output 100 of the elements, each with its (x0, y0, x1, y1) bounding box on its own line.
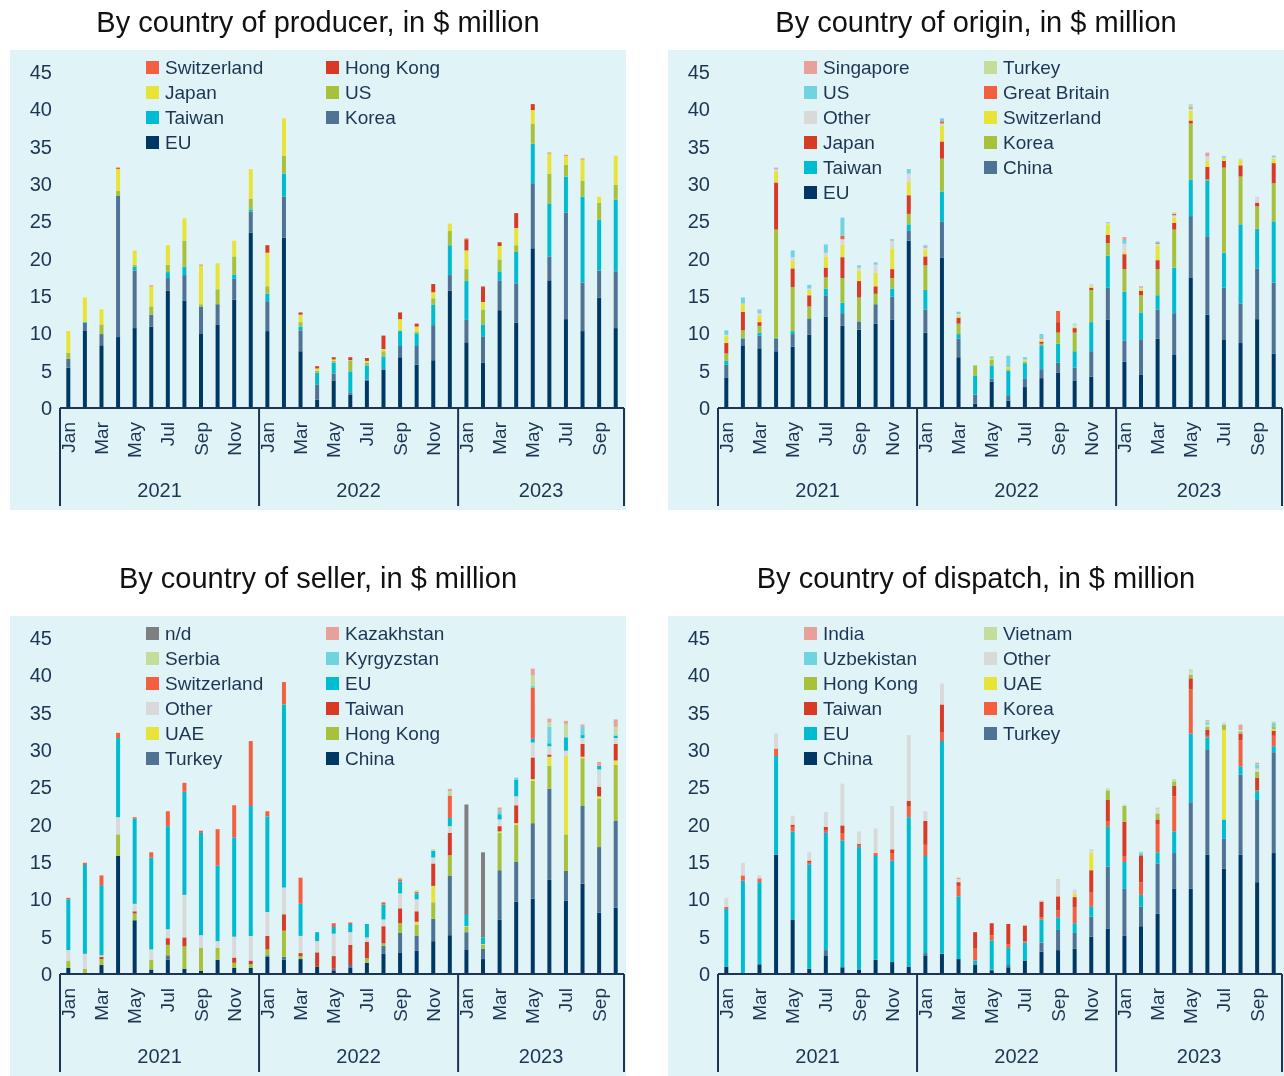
y-tick-label: 30 (687, 739, 710, 762)
y-tick-label: 45 (29, 627, 52, 650)
y-tick-label: 15 (687, 851, 710, 874)
x-tick-label: Mar (948, 421, 970, 455)
x-tick-label: Jul (157, 422, 179, 447)
x-tick-label: Mar (489, 987, 511, 1021)
chart-title: By country of producer, in $ million (95, 5, 541, 40)
text: 2022 (336, 479, 381, 501)
text: 2021 (795, 479, 840, 501)
x-tick-label: Jan (455, 422, 477, 453)
legend-label: Taiwan (823, 697, 883, 720)
legend-label: Hong Kong (823, 672, 919, 695)
x-tick-label: Jul (555, 988, 577, 1013)
y-tick-label: 35 (29, 135, 52, 158)
x-tick-label: May (323, 987, 345, 1024)
x-tick-label: Sep (190, 988, 212, 1022)
text: 2021 (137, 479, 182, 501)
y-tick-label: 25 (687, 776, 710, 799)
legend-label: Kyrgyzstan (345, 647, 439, 670)
chart-title: By country of origin, in $ million (774, 5, 1178, 40)
legend-label: Japan (165, 81, 217, 104)
x-tick-label: Nov (223, 987, 245, 1022)
y-tick-label: 0 (698, 963, 710, 986)
y-tick-label: 35 (29, 701, 52, 724)
x-tick-label: Jul (1213, 988, 1235, 1013)
x-tick-label: Jan (455, 988, 477, 1019)
x-tick-label: Jan (715, 988, 737, 1019)
x-tick-label: Sep (1246, 988, 1268, 1022)
chart-title: By country of dispatch, in $ million (755, 561, 1197, 596)
y-tick-label: 10 (29, 888, 52, 911)
legend-label: US (823, 81, 850, 104)
x-tick-label: May (522, 421, 544, 458)
x-tick-label: Sep (848, 422, 870, 456)
x-tick-label: Jan (1113, 422, 1135, 453)
text: 2023 (1176, 479, 1222, 501)
legend-label: Singapore (823, 56, 910, 79)
x-tick-label: May (124, 421, 146, 458)
x-tick-label: Jan (256, 988, 278, 1019)
y-tick-label: 45 (687, 61, 710, 84)
y-tick-label: 20 (29, 247, 52, 270)
text: 2023 (518, 479, 564, 501)
legend-label: Korea (1003, 697, 1054, 720)
y-tick-label: 45 (29, 61, 52, 84)
x-tick-label: Sep (1047, 988, 1069, 1022)
legend-label: Uzbekistan (823, 647, 917, 670)
y-tick-label: 40 (29, 664, 52, 687)
chart-title: By country of seller, in $ million (117, 561, 519, 596)
legend-label: Switzerland (165, 56, 264, 79)
legend-label: EU (345, 672, 372, 695)
y-tick-label: 15 (29, 851, 52, 874)
x-tick-label: Jan (256, 422, 278, 453)
legend-label: China (823, 747, 873, 770)
y-tick-label: 20 (29, 813, 52, 836)
text: 2022 (994, 1045, 1039, 1067)
x-tick-label: Sep (848, 988, 870, 1022)
legend-label: Switzerland (1003, 106, 1102, 129)
legend-label: Turkey (165, 747, 223, 770)
x-tick-label: May (782, 421, 804, 458)
x-tick-label: Sep (1047, 422, 1069, 456)
x-tick-label: Mar (290, 987, 312, 1021)
x-tick-label: May (124, 987, 146, 1024)
x-tick-label: Mar (748, 421, 770, 455)
legend-label: n/d (165, 622, 192, 645)
y-tick-label: 30 (29, 739, 52, 762)
text: 2022 (336, 1045, 381, 1067)
text: 2023 (518, 1045, 564, 1067)
x-tick-label: May (1180, 987, 1202, 1024)
x-tick-label: Jan (914, 988, 936, 1019)
legend-label: Kazakhstan (345, 622, 445, 645)
legend-label: Serbia (165, 647, 220, 670)
legend-label: Hong Kong (345, 56, 441, 79)
text: 2022 (994, 479, 1039, 501)
y-tick-label: 5 (698, 359, 710, 382)
y-tick-label: 0 (40, 397, 52, 420)
x-tick-label: Nov (881, 421, 903, 456)
y-tick-label: 0 (40, 963, 52, 986)
x-tick-label: Sep (190, 422, 212, 456)
x-tick-label: Mar (290, 421, 312, 455)
x-tick-label: Jan (715, 422, 737, 453)
y-tick-label: 5 (40, 925, 52, 948)
y-tick-label: 0 (698, 397, 710, 420)
y-tick-label: 35 (687, 701, 710, 724)
x-tick-label: May (981, 421, 1003, 458)
x-tick-label: Mar (90, 421, 112, 455)
x-tick-label: Nov (422, 421, 444, 456)
x-tick-label: Mar (1147, 421, 1169, 455)
x-tick-label: Jul (555, 422, 577, 447)
x-tick-label: Nov (422, 987, 444, 1022)
legend-label: EU (823, 181, 850, 204)
legend-label: Taiwan (345, 697, 405, 720)
legend-label: EU (823, 722, 850, 745)
x-tick-label: Sep (588, 988, 610, 1022)
y-tick-label: 20 (687, 813, 710, 836)
x-tick-label: Jul (1213, 422, 1235, 447)
legend-label: Hong Kong (345, 722, 441, 745)
y-tick-label: 5 (698, 925, 710, 948)
x-tick-label: Mar (948, 987, 970, 1021)
text: 2023 (1176, 1045, 1222, 1067)
y-tick-label: 30 (687, 173, 710, 196)
x-tick-label: Jan (57, 422, 79, 453)
